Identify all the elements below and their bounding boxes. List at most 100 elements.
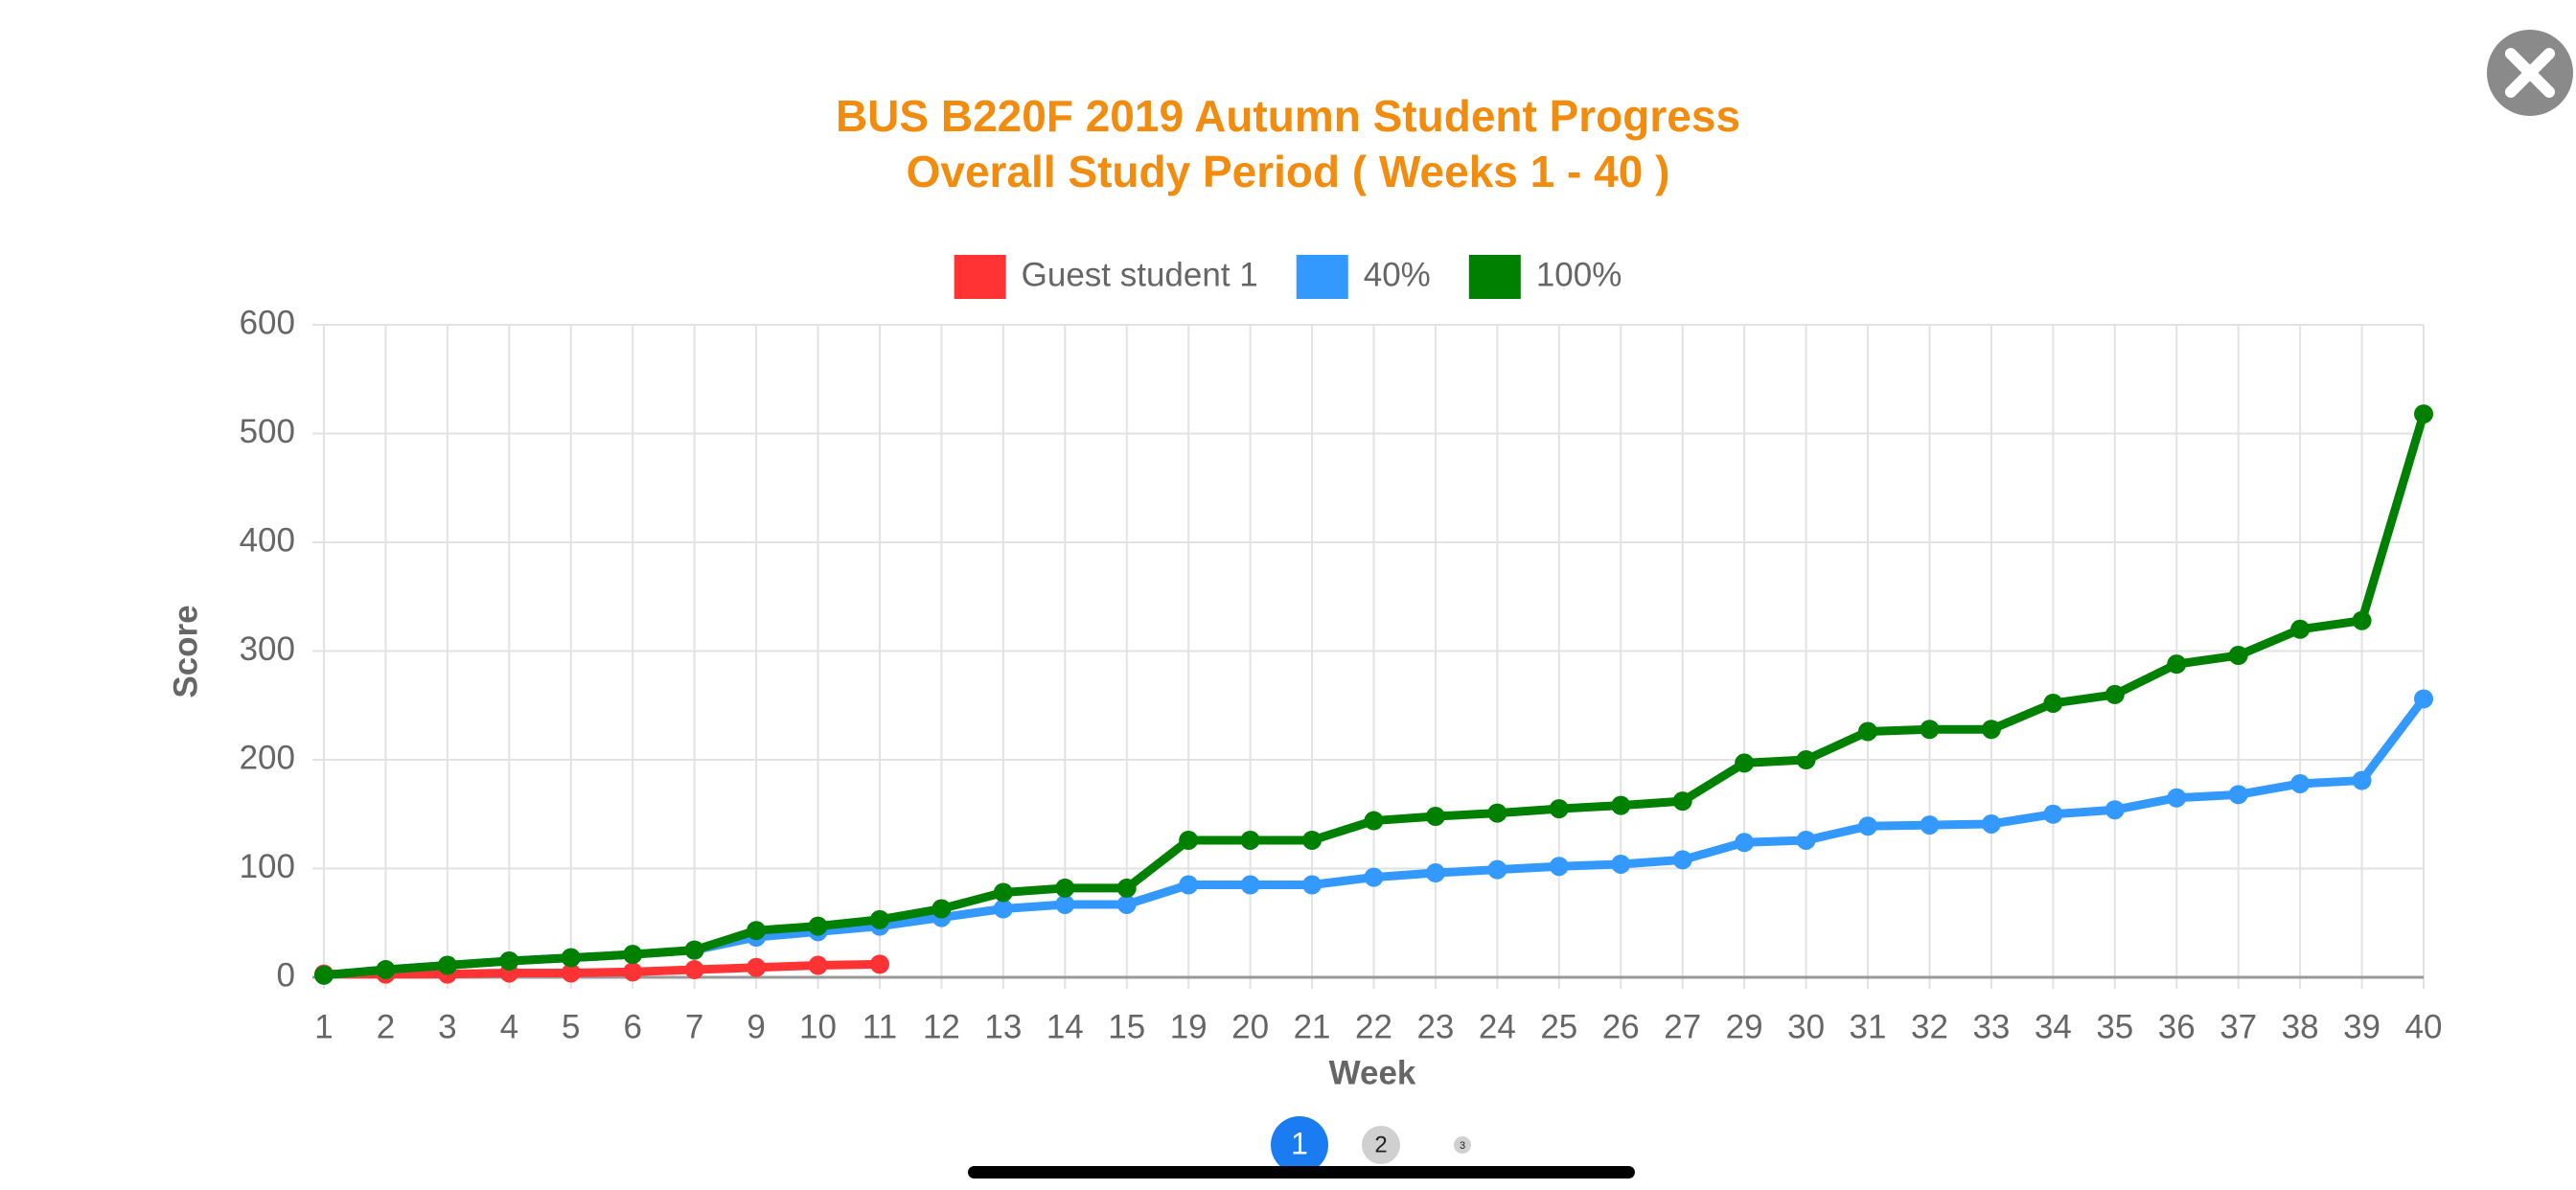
x-tick-label: 21 <box>1294 1008 1331 1045</box>
x-tick-label: 30 <box>1787 1008 1825 1045</box>
data-point <box>1364 811 1384 831</box>
data-point <box>808 955 828 975</box>
data-point <box>1920 815 1940 835</box>
y-tick-label: 600 <box>240 304 295 341</box>
data-point <box>1611 795 1631 815</box>
data-point <box>1487 859 1507 880</box>
home-indicator <box>968 1166 1635 1179</box>
x-tick-label: 6 <box>623 1008 641 1045</box>
data-point <box>1981 720 2001 740</box>
data-point <box>2043 693 2063 713</box>
data-point <box>1302 830 1322 850</box>
data-point <box>623 945 643 965</box>
data-point <box>993 899 1013 919</box>
data-point <box>2352 770 2372 790</box>
data-point <box>932 899 952 919</box>
x-tick-label: 39 <box>2343 1008 2380 1045</box>
data-point <box>1055 894 1075 914</box>
x-tick-label: 38 <box>2282 1008 2319 1045</box>
page-dot-circle[interactable] <box>1454 1136 1471 1154</box>
data-point <box>1240 875 1260 895</box>
data-point <box>314 965 334 985</box>
data-point <box>1116 878 1137 898</box>
data-point <box>2228 646 2248 666</box>
data-point <box>1735 753 1755 773</box>
data-point <box>2104 800 2125 820</box>
page-dot-label[interactable]: 3 <box>1460 1140 1465 1152</box>
data-point <box>1055 878 1075 898</box>
legend-label: 40% <box>1364 256 1431 293</box>
chart-subtitle: Overall Study Period ( Weeks 1 - 40 ) <box>907 147 1670 196</box>
data-point <box>2414 689 2433 709</box>
x-tick-label: 15 <box>1108 1008 1145 1045</box>
x-tick-label: 26 <box>1602 1008 1640 1045</box>
x-tick-label: 33 <box>1972 1008 2010 1045</box>
data-point <box>1179 830 1199 850</box>
data-point <box>1179 875 1199 895</box>
series-line <box>324 959 881 979</box>
data-point <box>1796 750 1816 769</box>
data-point <box>1796 830 1816 850</box>
data-point <box>2167 788 2187 808</box>
page-dot[interactable]: 2 <box>1362 1126 1400 1164</box>
data-point <box>684 960 704 980</box>
x-tick-label: 11 <box>862 1008 897 1045</box>
data-point <box>808 916 828 936</box>
legend-swatch <box>954 255 1006 299</box>
page-dot[interactable]: 1 <box>1271 1116 1328 1174</box>
x-tick-label: 25 <box>1540 1008 1577 1045</box>
data-point <box>2290 619 2311 639</box>
data-point <box>747 957 767 977</box>
x-tick-label: 12 <box>923 1008 960 1045</box>
data-point <box>2352 610 2372 630</box>
page-dot-label[interactable]: 2 <box>1374 1132 1387 1157</box>
x-tick-label: 4 <box>500 1008 518 1045</box>
y-tick-label: 200 <box>240 739 295 776</box>
x-axis-title: Week <box>1329 1054 1416 1091</box>
x-tick-label: 3 <box>438 1008 456 1045</box>
x-tick-label: 19 <box>1170 1008 1208 1045</box>
data-point <box>2043 804 2063 824</box>
page-dot-circle[interactable] <box>1271 1116 1328 1174</box>
y-axis-title: Score <box>167 605 204 698</box>
legend-swatch <box>1468 255 1521 299</box>
close-icon[interactable] <box>2505 48 2555 98</box>
legend-label: 100% <box>1536 256 1622 293</box>
data-point <box>561 963 581 983</box>
chart-title: BUS B220F 2019 Autumn Student Progress <box>836 91 1740 141</box>
x-tick-label: 10 <box>799 1008 837 1045</box>
x-tick-label: 23 <box>1416 1008 1454 1045</box>
data-point <box>1425 863 1445 883</box>
x-tick-label: 34 <box>2035 1008 2072 1045</box>
x-tick-label: 22 <box>1355 1008 1392 1045</box>
data-point <box>993 882 1013 903</box>
close-button[interactable] <box>2487 30 2573 116</box>
page-dot-label[interactable]: 1 <box>1291 1126 1308 1160</box>
x-tick-label: 7 <box>685 1008 703 1045</box>
x-tick-label: 5 <box>562 1008 580 1045</box>
x-tick-label: 40 <box>2405 1008 2443 1045</box>
y-tick-label: 100 <box>240 848 295 885</box>
data-point <box>747 921 767 941</box>
data-point <box>2104 684 2125 704</box>
legend-label: Guest student 1 <box>1022 256 1258 293</box>
data-point <box>1920 720 1940 740</box>
data-point <box>1364 867 1384 887</box>
data-point <box>1858 816 1878 836</box>
data-point <box>1302 875 1322 895</box>
x-tick-label: 32 <box>1911 1008 1948 1045</box>
x-tick-label: 36 <box>2158 1008 2196 1045</box>
data-point <box>437 955 457 975</box>
y-tick-label: 300 <box>240 630 295 668</box>
data-point <box>1240 830 1260 850</box>
y-tick-label: 500 <box>240 413 295 450</box>
x-tick-label: 1 <box>314 1008 333 1045</box>
data-point <box>1425 807 1445 827</box>
x-tick-label: 2 <box>377 1008 395 1045</box>
page-dot-circle[interactable] <box>1362 1126 1400 1164</box>
data-point <box>1735 833 1755 853</box>
legend: Guest student 1 40% 100% <box>954 255 1622 299</box>
page-dot[interactable]: 3 <box>1454 1136 1471 1154</box>
x-tick-label: 14 <box>1046 1008 1084 1045</box>
